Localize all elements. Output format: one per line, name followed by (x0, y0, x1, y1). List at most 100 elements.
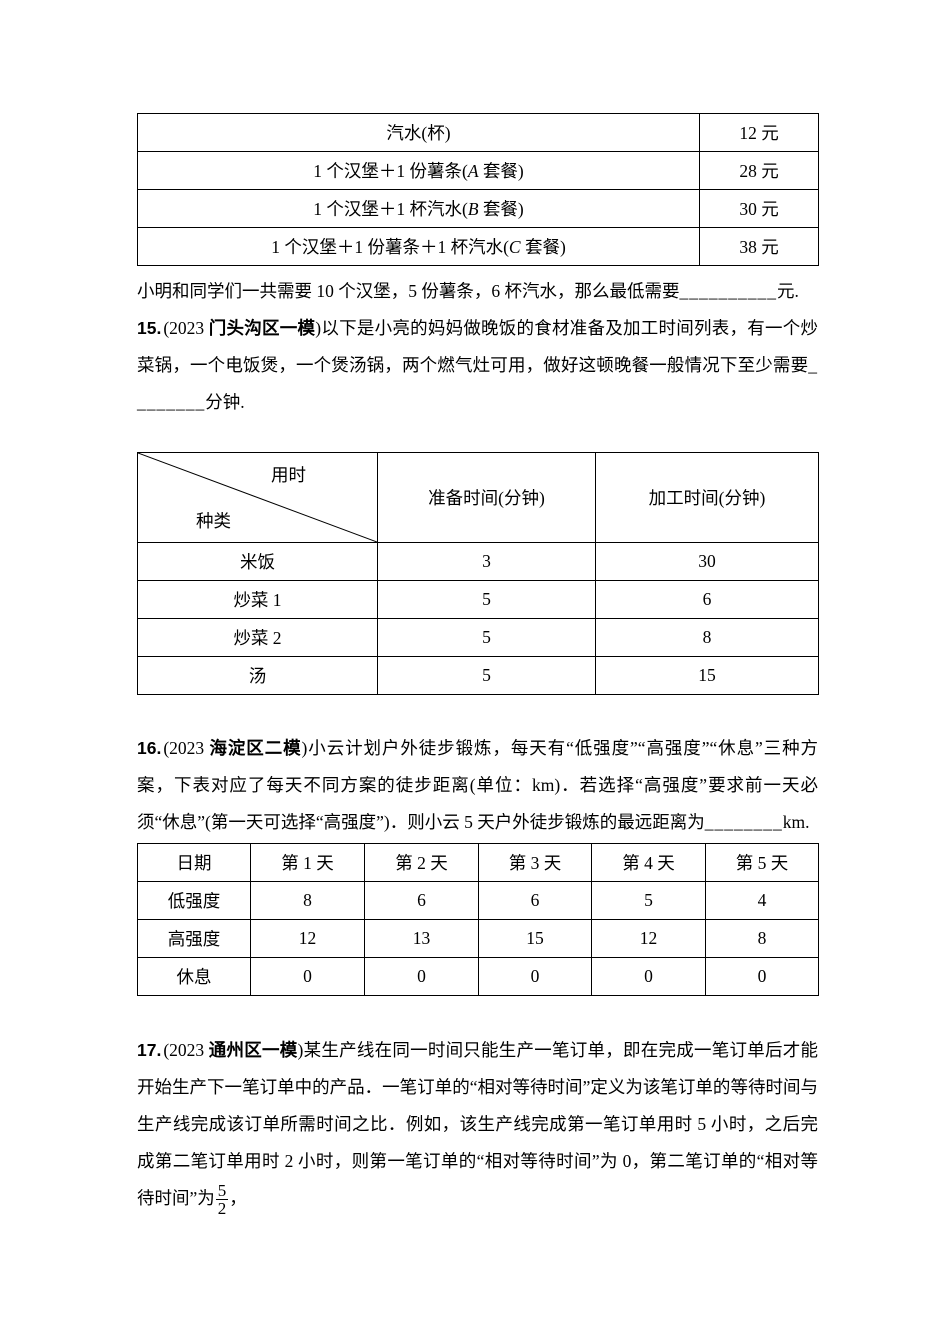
item-cell: 1 个汉堡＋1 杯汽水(B 套餐) (137, 189, 700, 228)
distance-cell: 15 (478, 919, 592, 958)
price-table: 汽水(杯) 12 元 1 个汉堡＋1 份薯条(A 套餐) 28 元 1 个汉堡＋… (137, 113, 819, 266)
table-row: 米饭 3 30 (137, 542, 819, 581)
question-year: (2023 (163, 318, 209, 338)
prep-time-cell: 5 (377, 656, 596, 695)
row-label: 低强度 (137, 881, 251, 920)
price-cell: 28 元 (699, 151, 819, 190)
distance-cell: 0 (478, 957, 592, 996)
table-header-row: 日期 第 1 天 第 2 天 第 3 天 第 4 天 第 5 天 (137, 843, 819, 882)
cook-time-cell: 8 (595, 618, 819, 657)
question-text: 小明和同学们一共需要 10 个汉堡，5 份薯条，6 杯汽水，那么最低需要 (137, 281, 680, 301)
column-header: 日期 (137, 843, 251, 882)
distance-cell: 0 (250, 957, 365, 996)
distance-cell: 8 (705, 919, 819, 958)
column-header: 第 1 天 (250, 843, 365, 882)
fraction-denominator: 2 (215, 1199, 229, 1219)
item-cell: 1 个汉堡＋1 份薯条＋1 杯汽水(C 套餐) (137, 227, 700, 266)
price-cell: 38 元 (699, 227, 819, 266)
distance-cell: 12 (591, 919, 706, 958)
distance-cell: 13 (364, 919, 479, 958)
distance-cell: 4 (705, 881, 819, 920)
question-text: ) (297, 1040, 304, 1060)
row-label: 汤 (137, 656, 378, 695)
table-row: 高强度 12 13 15 12 8 (137, 919, 819, 958)
question-year: (2023 (163, 738, 210, 758)
item-cell: 汽水(杯) (137, 113, 700, 152)
question-number: 15. (137, 318, 162, 338)
answer-blank: __________ (679, 281, 777, 301)
row-label: 米饭 (137, 542, 378, 581)
table-row: 1 个汉堡＋1 杯汽水(B 套餐) 30 元 (137, 189, 819, 228)
column-header: 第 3 天 (478, 843, 592, 882)
item-text: 套餐) (478, 199, 524, 219)
distance-cell: 6 (478, 881, 592, 920)
question-source: 海淀区二模 (209, 738, 302, 758)
cook-time-cell: 30 (595, 542, 819, 581)
question-16: 16. (2023 海淀区二模)小云计划户外徒步锻炼，每天有“低强度”“高强度”“… (137, 730, 818, 841)
item-text: 套餐) (478, 161, 524, 181)
distance-cell: 5 (591, 881, 706, 920)
price-cell: 30 元 (699, 189, 819, 228)
prep-time-cell: 3 (377, 542, 596, 581)
question-text: 以下是小亮的妈妈做晚饭的食材准备及加工时间列表，有一个炒菜锅，一个电饭煲，一个煲… (137, 318, 819, 375)
distance-cell: 8 (250, 881, 365, 920)
question-text: ) (315, 318, 322, 338)
cook-time-cell: 6 (595, 580, 819, 619)
answer-blank: ________ (704, 812, 783, 832)
table-row: 汤 5 15 (137, 656, 819, 695)
distance-cell: 0 (591, 957, 706, 996)
question-15: 15. (2023 门头沟区一模)以下是小亮的妈妈做晚饭的食材准备及加工时间列表，… (137, 310, 818, 421)
row-label: 炒菜 2 (137, 618, 378, 657)
table-row: 1 个汉堡＋1 份薯条＋1 杯汽水(C 套餐) 38 元 (137, 227, 819, 266)
table-row: 炒菜 2 5 8 (137, 618, 819, 657)
diagonal-header-cell: 用时 种类 (137, 452, 378, 543)
item-text: 1 个汉堡＋1 份薯条＋1 杯汽水( (271, 237, 509, 257)
page-content: 汽水(杯) 12 元 1 个汉堡＋1 份薯条(A 套餐) 28 元 1 个汉堡＋… (137, 0, 819, 1218)
question-number: 17. (137, 1040, 162, 1060)
prep-time-cell: 5 (377, 618, 596, 657)
row-label: 高强度 (137, 919, 251, 958)
row-label: 炒菜 1 (137, 580, 378, 619)
table-row: 低强度 8 6 6 5 4 (137, 881, 819, 920)
item-text: 1 个汉堡＋1 杯汽水( (313, 199, 468, 219)
item-text: 套餐) (520, 237, 566, 257)
row-label: 休息 (137, 957, 251, 996)
distance-cell: 6 (364, 881, 479, 920)
column-header: 第 4 天 (591, 843, 706, 882)
cooking-time-table: 用时 种类 准备时间(分钟) 加工时间(分钟) 米饭 3 30 炒菜 1 5 6… (137, 452, 819, 695)
question-source: 门头沟区一模 (208, 318, 316, 338)
question-number: 16. (137, 738, 162, 758)
question-text: ， (229, 1188, 247, 1208)
question-year: (2023 (163, 1040, 209, 1060)
distance-cell: 0 (705, 957, 819, 996)
question-14-tail: 小明和同学们一共需要 10 个汉堡，5 份薯条，6 杯汽水，那么最低需要____… (137, 273, 818, 310)
item-cell: 1 个汉堡＋1 份薯条(A 套餐) (137, 151, 700, 190)
cook-time-cell: 15 (595, 656, 819, 695)
header-kind-label: 种类 (196, 511, 231, 531)
fraction-numerator: 5 (217, 1180, 227, 1200)
hiking-distance-table: 日期 第 1 天 第 2 天 第 3 天 第 4 天 第 5 天 低强度 8 6… (137, 843, 819, 996)
question-17: 17. (2023 通州区一模)某生产线在同一时间只能生产一笔订单，即在完成一笔订… (137, 1032, 818, 1218)
item-variable: A (467, 161, 479, 181)
table-row: 休息 0 0 0 0 0 (137, 957, 819, 996)
question-source: 通州区一模 (208, 1040, 298, 1060)
distance-cell: 0 (364, 957, 479, 996)
question-text: ) (301, 738, 308, 758)
column-header: 第 2 天 (364, 843, 479, 882)
price-cell: 12 元 (699, 113, 819, 152)
question-text: km. (782, 812, 810, 832)
table-row: 炒菜 1 5 6 (137, 580, 819, 619)
item-variable: B (467, 199, 479, 219)
prep-time-cell: 5 (377, 580, 596, 619)
answer-blank: ________ (137, 355, 818, 412)
table-row: 1 个汉堡＋1 份薯条(A 套餐) 28 元 (137, 151, 819, 190)
diagonal-line (138, 453, 377, 542)
question-text: 元. (777, 281, 799, 301)
table-header-row: 用时 种类 准备时间(分钟) 加工时间(分钟) (137, 452, 819, 543)
item-variable: C (508, 237, 521, 257)
question-text: 小云计划户外徒步锻炼，每天有“低强度”“高强度”“休息”三种方案，下表对应了每天… (137, 738, 819, 832)
question-text: 分钟. (205, 392, 245, 412)
column-header: 准备时间(分钟) (377, 452, 596, 543)
